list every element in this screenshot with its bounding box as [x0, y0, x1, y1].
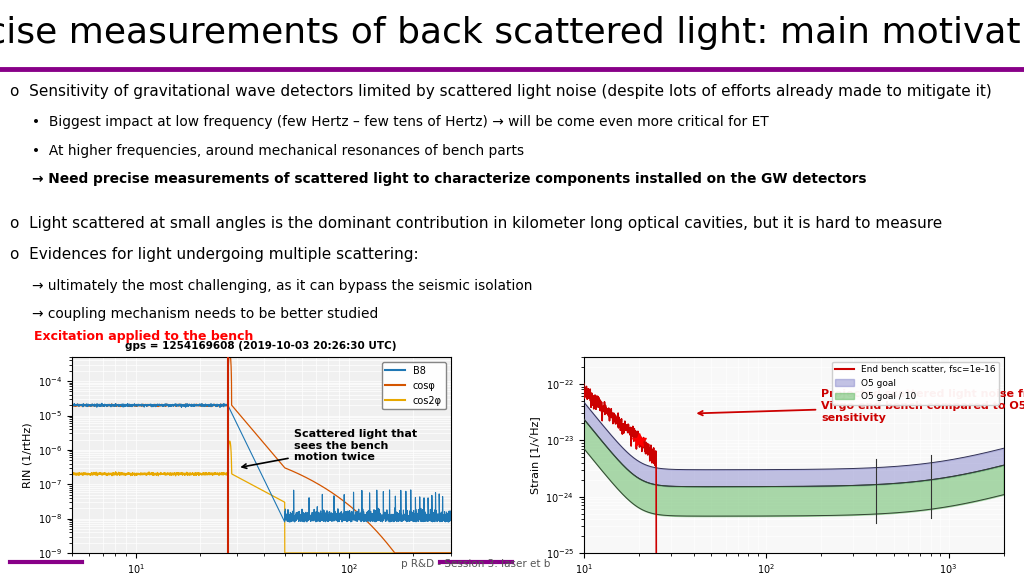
B8 — [227, 414, 240, 420]
Text: Precise measurements of back scattered light: main motivations: Precise measurements of back scattered l… — [0, 16, 1024, 51]
B8 — [437, 517, 450, 524]
cosφ — [444, 550, 457, 556]
Legend: B8, cosφ, cos2φ: B8, cosφ, cos2φ — [382, 362, 445, 410]
Title: gps = 1254169608 (2019-10-03 20:26:30 UTC): gps = 1254169608 (2019-10-03 20:26:30 UT… — [125, 341, 397, 351]
Text: •  At higher frequencies, around mechanical resonances of bench parts: • At higher frequencies, around mechanic… — [32, 143, 523, 158]
cosφ — [223, 350, 236, 357]
End bench scatter, fsc=1e-16 — [578, 380, 590, 387]
B8 — [131, 403, 143, 410]
Text: → ultimately the most challenging, as it can bypass the seismic isolation: → ultimately the most challenging, as it… — [32, 279, 531, 293]
Y-axis label: RIN (1/rtHz): RIN (1/rtHz) — [23, 422, 32, 488]
cos2φ — [227, 471, 240, 478]
cosφ — [227, 404, 240, 411]
B8 — [95, 400, 108, 407]
cos2φ — [66, 470, 78, 477]
Line: B8: B8 — [72, 403, 451, 522]
Text: Scattered light that
sees the bench
motion twice: Scattered light that sees the bench moti… — [242, 429, 417, 468]
cosφ — [131, 402, 143, 409]
B8 — [109, 402, 121, 409]
cosφ — [109, 403, 121, 410]
cosφ — [211, 401, 223, 408]
Text: o  Light scattered at small angles is the dominant contribution in kilometer lon: o Light scattered at small angles is the… — [10, 216, 942, 231]
cosφ — [388, 550, 400, 556]
cos2φ — [437, 550, 450, 556]
Line: cosφ: cosφ — [72, 354, 451, 553]
cos2φ — [223, 438, 236, 445]
cos2φ — [131, 471, 143, 478]
B8 — [66, 403, 78, 410]
cos2φ — [396, 550, 409, 556]
B8 — [396, 517, 409, 524]
Text: p R&D - Session 3: laser et b: p R&D - Session 3: laser et b — [401, 559, 551, 569]
cos2φ — [109, 471, 121, 478]
cosφ — [66, 401, 78, 408]
Text: •  Biggest impact at low frequency (few Hertz – few tens of Hertz) → will be com: • Biggest impact at low frequency (few H… — [32, 115, 768, 130]
cos2φ — [211, 471, 223, 478]
B8 — [279, 518, 291, 525]
Text: o  Evidences for light undergoing multiple scattering:: o Evidences for light undergoing multipl… — [10, 248, 419, 263]
Text: Excitation applied to the bench: Excitation applied to the bench — [34, 331, 253, 343]
cosφ — [396, 550, 409, 556]
Text: → coupling mechanism needs to be better studied: → coupling mechanism needs to be better … — [32, 307, 378, 321]
B8 — [444, 517, 457, 524]
cosφ — [437, 550, 450, 556]
Text: o  Sensitivity of gravitational wave detectors limited by scattered light noise : o Sensitivity of gravitational wave dete… — [10, 84, 992, 99]
Y-axis label: Strain [1/√Hz]: Strain [1/√Hz] — [529, 416, 540, 494]
Line: End bench scatter, fsc=1e-16: End bench scatter, fsc=1e-16 — [584, 384, 1004, 576]
Line: cos2φ: cos2φ — [72, 441, 451, 553]
cos2φ — [444, 550, 457, 556]
B8 — [211, 402, 223, 409]
Text: → Need precise measurements of scattered light to characterize components instal: → Need precise measurements of scattered… — [32, 172, 866, 186]
cos2φ — [279, 550, 291, 556]
End bench scatter, fsc=1e-16 — [599, 406, 611, 413]
Text: Projected scattered light noise from
Virgo end bench compared to O5
sensitivity: Projected scattered light noise from Vir… — [698, 389, 1024, 423]
Legend: End bench scatter, fsc=1e-16, O5 goal, O5 goal / 10: End bench scatter, fsc=1e-16, O5 goal, O… — [831, 362, 999, 405]
